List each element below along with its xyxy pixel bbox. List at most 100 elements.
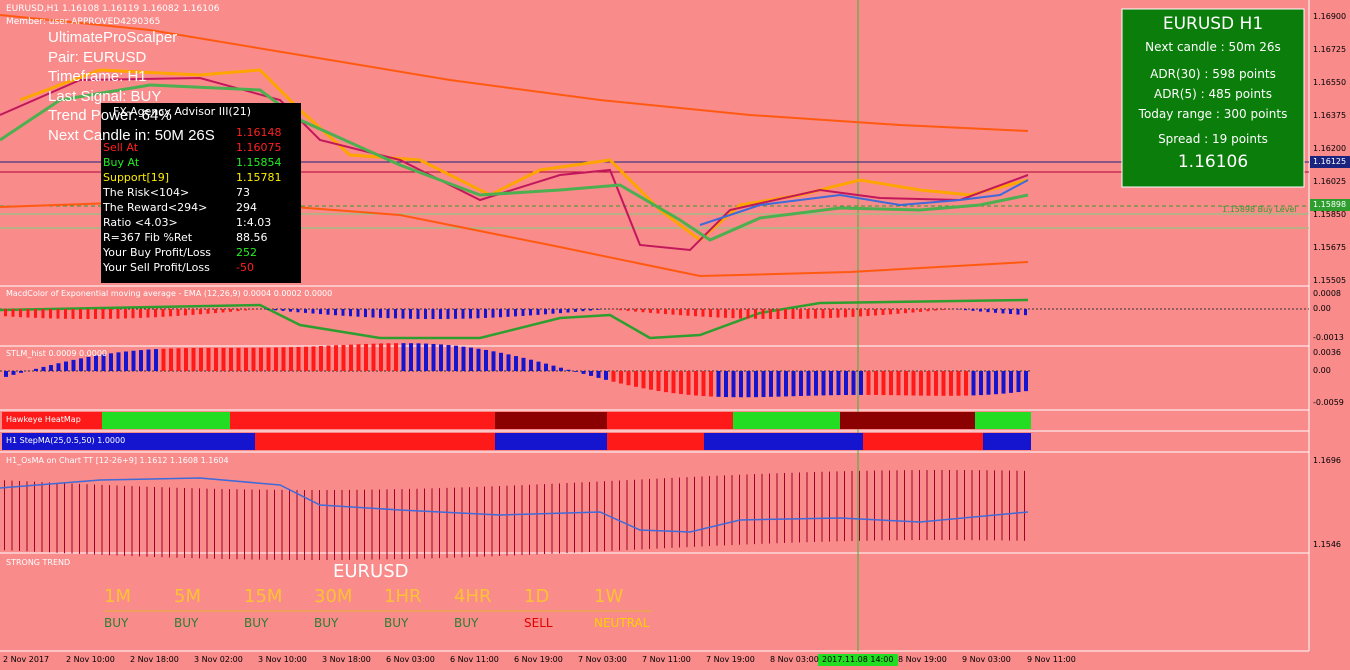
sub-tick: 1.1696 bbox=[1313, 456, 1341, 465]
decor-bar bbox=[874, 470, 875, 541]
decor-bar bbox=[86, 484, 88, 555]
decor-bar bbox=[551, 483, 553, 554]
indicator-decor bbox=[4, 309, 1028, 560]
decor-bar bbox=[101, 354, 106, 371]
decor-bar bbox=[446, 345, 451, 371]
decor-bar bbox=[131, 350, 136, 371]
decor-bar bbox=[124, 309, 127, 319]
decor-bar bbox=[311, 309, 315, 314]
heatmap-bar bbox=[2, 412, 1031, 429]
scalper-line: Last Signal: BUY bbox=[48, 87, 162, 105]
decor-bar bbox=[1024, 470, 1025, 541]
decor-bar bbox=[34, 309, 37, 318]
decor-bar bbox=[394, 343, 398, 371]
advisor-label: Support[19] bbox=[103, 171, 170, 184]
member-line: Member: user APPROVED4290365 bbox=[6, 17, 161, 27]
advisor-value: 73 bbox=[236, 186, 250, 199]
decor-bar bbox=[116, 309, 120, 319]
decor-bar bbox=[776, 309, 780, 319]
sub-tick: 1.1546 bbox=[1313, 540, 1341, 549]
decor-bar bbox=[64, 361, 68, 371]
decor-bar bbox=[649, 478, 650, 549]
decor-bar bbox=[761, 371, 766, 398]
decor-bar bbox=[161, 348, 166, 371]
time-label: 3 Nov 02:00 bbox=[194, 655, 243, 664]
decor-bar bbox=[964, 371, 968, 396]
decor-bar bbox=[94, 355, 98, 371]
decor-bar bbox=[851, 471, 853, 542]
sub-tick: 0.0008 bbox=[1313, 289, 1341, 298]
decor-bar bbox=[199, 309, 202, 315]
decor-bar bbox=[364, 489, 365, 560]
decor-bar bbox=[919, 470, 920, 541]
decor-bar bbox=[724, 371, 728, 398]
decor-bar bbox=[716, 371, 721, 397]
decor-bar bbox=[709, 476, 710, 547]
decor-bar bbox=[1009, 309, 1012, 315]
decor-bar bbox=[709, 309, 712, 318]
current-price-label: 1.16125 bbox=[1313, 157, 1347, 166]
decor-bar bbox=[634, 371, 638, 387]
advisor-value: 252 bbox=[236, 246, 257, 259]
advisor-label: Buy At bbox=[103, 156, 140, 169]
decor-bar bbox=[289, 347, 293, 371]
time-label: 3 Nov 18:00 bbox=[322, 655, 371, 664]
advisor-value: 1.15854 bbox=[236, 156, 282, 169]
decor-bar bbox=[214, 488, 215, 559]
decor-bar bbox=[559, 367, 563, 371]
decor-bar bbox=[889, 309, 892, 315]
decor-bar bbox=[971, 309, 975, 311]
decor-bar bbox=[19, 371, 23, 373]
advisor-value: 88.56 bbox=[236, 231, 268, 244]
decor-bar bbox=[139, 486, 140, 557]
decor-bar bbox=[379, 343, 383, 371]
signal: NEUTRAL bbox=[594, 616, 650, 630]
info-price: 1.16106 bbox=[1177, 152, 1249, 172]
decor-bar bbox=[964, 470, 965, 541]
decor-bar bbox=[169, 348, 173, 371]
decor-bar bbox=[536, 361, 541, 371]
decor-bar bbox=[394, 309, 397, 319]
decor-bar bbox=[49, 309, 52, 319]
decor-bar bbox=[176, 348, 181, 371]
decor-bar bbox=[596, 481, 598, 552]
decor-bar bbox=[649, 371, 653, 390]
decor-bar bbox=[956, 470, 958, 541]
time-label: 2 Nov 18:00 bbox=[130, 655, 179, 664]
decor-bar bbox=[296, 346, 301, 371]
decor-bar bbox=[559, 309, 562, 314]
decor-bar bbox=[11, 309, 15, 317]
decor-bar bbox=[529, 484, 530, 555]
decor-bar bbox=[521, 357, 526, 371]
decor-bar bbox=[379, 309, 382, 318]
decor-bar bbox=[799, 309, 802, 319]
decor-bar bbox=[394, 489, 395, 560]
decor-bar bbox=[334, 345, 338, 371]
time-label: 2 Nov 10:00 bbox=[66, 655, 115, 664]
decor-bar bbox=[724, 475, 725, 546]
advisor-label: Your Buy Profit/Loss bbox=[103, 246, 212, 259]
decor-bar bbox=[461, 309, 465, 319]
decor-bar bbox=[206, 488, 208, 559]
decor-bar bbox=[214, 309, 217, 314]
decor-bar bbox=[919, 371, 923, 396]
decor-bar bbox=[454, 487, 455, 558]
decor-bar bbox=[844, 471, 845, 542]
decor-bar bbox=[229, 489, 230, 560]
decor-bar bbox=[266, 347, 271, 371]
decor-bar bbox=[356, 309, 360, 317]
decor-bar bbox=[461, 487, 463, 558]
decor-bar bbox=[589, 371, 593, 376]
decor-bar bbox=[79, 483, 80, 554]
decor-bar bbox=[64, 483, 65, 554]
decor-bar bbox=[56, 482, 58, 553]
decor-bar bbox=[611, 480, 613, 551]
decor-bar bbox=[746, 371, 751, 398]
decor-bar bbox=[259, 347, 263, 371]
decor-bar bbox=[829, 471, 830, 542]
decor-bar bbox=[86, 356, 91, 371]
decor-bar bbox=[296, 489, 298, 560]
signal: BUY bbox=[174, 616, 199, 630]
decor-bar bbox=[634, 479, 635, 550]
decor-bar bbox=[686, 371, 691, 395]
